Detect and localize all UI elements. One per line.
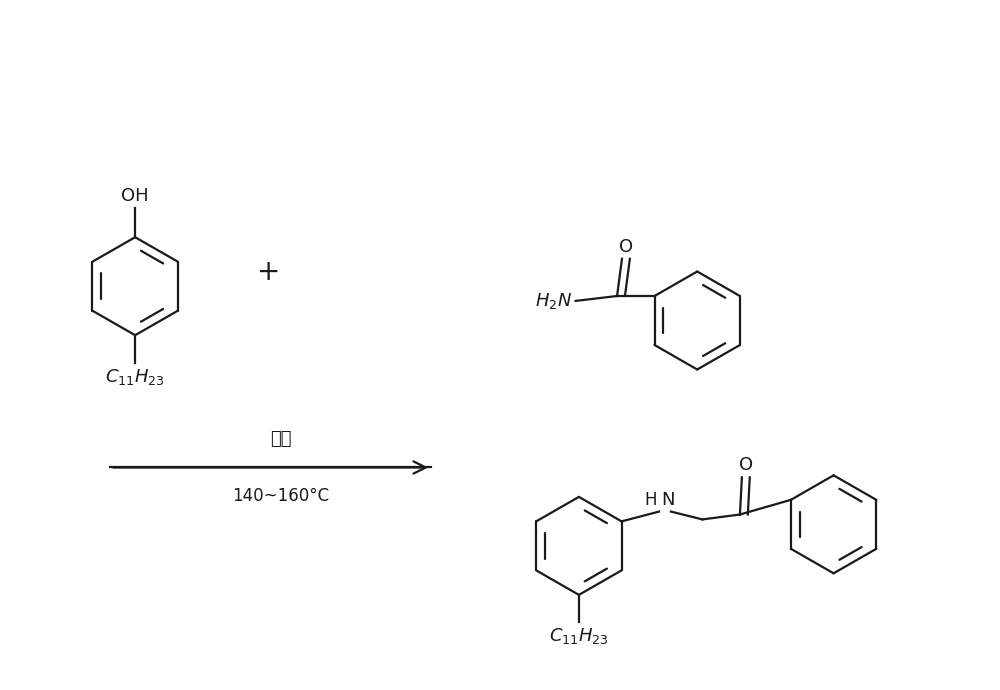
Text: OH: OH xyxy=(121,187,149,205)
Text: O: O xyxy=(739,456,753,474)
Text: O: O xyxy=(619,238,633,256)
Text: H: H xyxy=(645,491,657,509)
Text: $C_{11}H_{23}$: $C_{11}H_{23}$ xyxy=(549,627,609,647)
Text: 140~160°C: 140~160°C xyxy=(232,487,329,505)
Text: $H_2N$: $H_2N$ xyxy=(535,291,572,311)
Text: N: N xyxy=(661,491,675,509)
Text: 甲醛: 甲醛 xyxy=(270,430,291,448)
Text: $C_{11}H_{23}$: $C_{11}H_{23}$ xyxy=(105,366,165,386)
Text: +: + xyxy=(257,257,280,286)
